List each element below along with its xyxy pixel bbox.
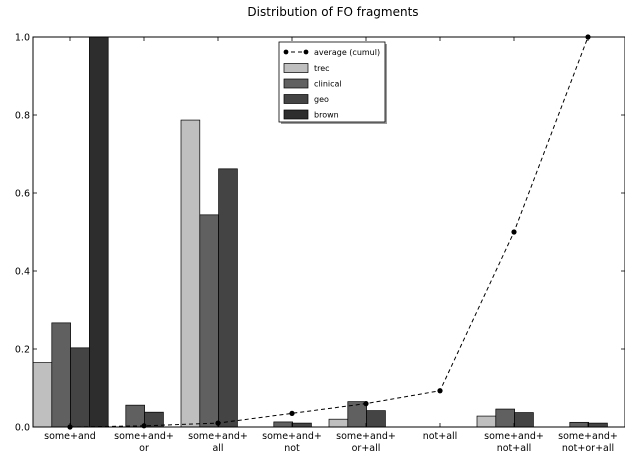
x-tick-label-3: some+and+ not [262, 431, 322, 454]
bar-geo-7 [588, 422, 608, 428]
y-tick-label-2: 0.4 [15, 267, 30, 278]
bar-clinical-6 [495, 408, 515, 428]
legend: average (cumul) trec clinical geo brown [278, 41, 387, 124]
bar-clinical-2 [199, 214, 219, 428]
average-point-5 [437, 388, 443, 394]
bar-geo-4 [366, 410, 386, 428]
legend-swatch-brown [283, 109, 309, 120]
bar-geo-6 [514, 412, 534, 428]
bar-geo-1 [144, 411, 164, 428]
x-tick-label-7: some+and+ not+or+all [558, 431, 618, 454]
bar-trec-2 [180, 119, 201, 428]
bar-brown-0 [89, 36, 109, 428]
legend-label-trec: trec [314, 64, 330, 73]
legend-line-marker-a [283, 49, 289, 55]
x-tick-label-2: some+and+ all [188, 431, 248, 454]
legend-label-clinical: clinical [314, 80, 342, 89]
line-layer [67, 34, 591, 430]
legend-label-brown: brown [314, 111, 339, 120]
legend-label-geo: geo [314, 95, 329, 104]
y-tick-label-0: 0.0 [15, 423, 30, 434]
average-point-3 [289, 410, 295, 416]
bar-geo-2 [218, 168, 238, 428]
bar-clinical-1 [125, 404, 145, 428]
bar-trec-6 [476, 415, 497, 428]
plot-frame [32, 36, 625, 428]
bar-trec-4 [328, 418, 349, 428]
legend-swatch-clinical [283, 78, 309, 89]
x-tick-label-6: some+and+ not+all [484, 431, 544, 454]
axis-layer: 0.0 0.2 0.4 0.6 0.8 1.0 some+and some+and+ or som… [15, 33, 625, 454]
bar-geo-0 [70, 347, 90, 428]
x-tick-label-0: some+and [44, 431, 96, 442]
y-tick-label-4: 0.8 [15, 111, 30, 122]
bar-geo-3 [292, 422, 312, 428]
bar-clinical-3 [273, 421, 293, 428]
legend-label-average: average (cumul) [314, 48, 380, 57]
average-line [69, 36, 589, 428]
y-tick-label-5: 1.0 [15, 33, 30, 44]
bars-layer [32, 36, 608, 428]
y-tick-label-1: 0.2 [15, 345, 30, 356]
bar-clinical-0 [51, 322, 71, 428]
bar-clinical-7 [569, 421, 589, 428]
average-point-4 [363, 401, 369, 407]
y-tick-label-3: 0.6 [15, 189, 30, 200]
legend-swatch-trec [283, 63, 309, 73]
legend-line-marker-b [303, 49, 309, 55]
bar-trec-0 [32, 362, 53, 428]
chart-title: Distribution of FO fragments [247, 5, 418, 19]
legend-swatch-geo [283, 94, 309, 104]
x-tick-label-4: some+and+ or+all [336, 431, 396, 454]
x-tick-label-1: some+and+ or [114, 431, 174, 454]
average-point-6 [511, 229, 517, 235]
x-tick-label-5: not+all [423, 431, 458, 442]
